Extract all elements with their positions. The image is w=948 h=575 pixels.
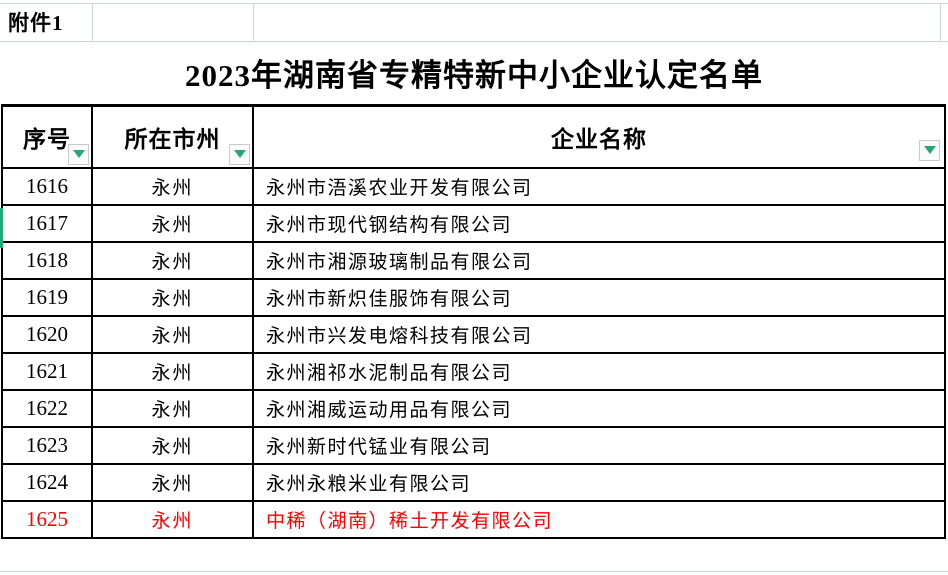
city-cell: 永州 <box>91 499 254 539</box>
serial-cell: 1624 <box>1 462 93 502</box>
company-cell: 永州市浯溪农业开发有限公司 <box>252 166 946 206</box>
company-cell: 永州湘威运动用品有限公司 <box>252 388 946 428</box>
column-header-company: 企业名称 <box>252 104 946 169</box>
company-cell: 永州永粮米业有限公司 <box>252 462 946 502</box>
row-selection-indicator <box>0 208 3 248</box>
company-list-table: 序号 所在市州 企业名称 1616 永州 永州市浯溪农业开发有限公司 1617 … <box>1 104 946 539</box>
serial-cell: 1623 <box>1 425 93 465</box>
column-header-serial: 序号 <box>1 104 93 169</box>
city-cell: 永州 <box>91 314 254 354</box>
column-header-city: 所在市州 <box>91 104 254 169</box>
worksheet-gridline <box>0 3 948 4</box>
chevron-down-icon <box>233 150 246 158</box>
table-row: 1620 永州 永州市兴发电熔科技有限公司 <box>1 314 946 354</box>
company-cell: 永州湘祁水泥制品有限公司 <box>252 351 946 391</box>
company-cell: 永州新时代锰业有限公司 <box>252 425 946 465</box>
serial-cell: 1618 <box>1 240 93 280</box>
serial-cell: 1620 <box>1 314 93 354</box>
serial-cell: 1622 <box>1 388 93 428</box>
city-cell: 永州 <box>91 240 254 280</box>
attachment-label: 附件1 <box>8 11 64 35</box>
company-cell: 永州市湘源玻璃制品有限公司 <box>252 240 946 280</box>
page-title: 2023年湖南省专精特新中小企业认定名单 <box>185 58 763 93</box>
column-header-company-label: 企业名称 <box>551 126 647 152</box>
serial-cell: 1617 <box>1 203 93 243</box>
table-row: 1618 永州 永州市湘源玻璃制品有限公司 <box>1 240 946 280</box>
worksheet-gridline <box>92 3 93 41</box>
chevron-down-icon <box>923 146 936 154</box>
worksheet-gridline <box>253 3 254 41</box>
city-cell: 永州 <box>91 388 254 428</box>
city-cell: 永州 <box>91 166 254 206</box>
serial-cell: 1616 <box>1 166 93 206</box>
worksheet-gridline <box>0 41 948 42</box>
filter-dropdown-button-company[interactable] <box>919 139 940 161</box>
chevron-down-icon <box>72 150 85 158</box>
serial-cell: 1619 <box>1 277 93 317</box>
filter-dropdown-button-city[interactable] <box>229 143 250 165</box>
table-row: 1623 永州 永州新时代锰业有限公司 <box>1 425 946 465</box>
worksheet-gridline <box>940 3 941 41</box>
table-row-highlighted: 1625 永州 中稀（湖南）稀土开发有限公司 <box>1 499 946 539</box>
table-header-row: 序号 所在市州 企业名称 <box>1 104 946 169</box>
company-cell: 永州市兴发电熔科技有限公司 <box>252 314 946 354</box>
table-row: 1622 永州 永州湘威运动用品有限公司 <box>1 388 946 428</box>
column-header-serial-label: 序号 <box>23 126 71 152</box>
company-cell: 永州市现代钢结构有限公司 <box>252 203 946 243</box>
city-cell: 永州 <box>91 351 254 391</box>
table-row: 1619 永州 永州市新炽佳服饰有限公司 <box>1 277 946 317</box>
table-row: 1617 永州 永州市现代钢结构有限公司 <box>1 203 946 243</box>
company-cell: 中稀（湖南）稀土开发有限公司 <box>252 499 946 539</box>
filter-dropdown-button-serial[interactable] <box>68 143 89 165</box>
city-cell: 永州 <box>91 462 254 502</box>
serial-cell: 1621 <box>1 351 93 391</box>
company-cell: 永州市新炽佳服饰有限公司 <box>252 277 946 317</box>
column-header-city-label: 所在市州 <box>124 126 221 152</box>
serial-cell: 1625 <box>1 499 93 539</box>
table-row: 1616 永州 永州市浯溪农业开发有限公司 <box>1 166 946 206</box>
worksheet-gridline <box>0 571 948 572</box>
city-cell: 永州 <box>91 277 254 317</box>
city-cell: 永州 <box>91 203 254 243</box>
table-row: 1621 永州 永州湘祁水泥制品有限公司 <box>1 351 946 391</box>
city-cell: 永州 <box>91 425 254 465</box>
table-row: 1624 永州 永州永粮米业有限公司 <box>1 462 946 502</box>
